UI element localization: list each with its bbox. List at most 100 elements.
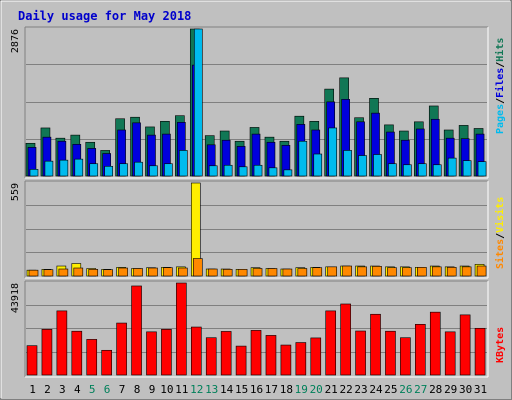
pages-bar-day-31 — [477, 161, 487, 177]
chart-title: Daily usage for May 2018 — [18, 9, 191, 23]
x-label-day-8: 8 — [134, 383, 141, 396]
pages-bar-day-24 — [373, 154, 382, 177]
x-label-day-22: 22 — [339, 383, 352, 396]
x-label-day-3: 3 — [59, 383, 66, 396]
kbytes-bar-day-16 — [250, 330, 262, 376]
pages-bar-day-29 — [447, 157, 457, 177]
sites-bar-day-19 — [297, 268, 308, 277]
kbytes-bar-day-7 — [116, 322, 127, 376]
x-label-day-12: 12 — [190, 383, 203, 396]
sites-bar-day-20 — [312, 267, 323, 277]
legend-separator: / — [495, 62, 506, 68]
pages-bar-day-30 — [462, 160, 472, 177]
pages-bar-day-19 — [298, 140, 308, 177]
kbytes-bar-day-15 — [235, 345, 247, 376]
legend-hits-files-pages: Pages/Files/Hits — [494, 38, 506, 134]
pages-bar-day-13 — [208, 165, 218, 177]
pages-bar-day-8 — [134, 161, 143, 177]
kbytes-bar-day-1 — [26, 345, 38, 376]
kbytes-bar-day-29 — [444, 331, 456, 376]
x-label-day-25: 25 — [384, 383, 397, 396]
pages-bar-day-6 — [104, 165, 113, 177]
kbytes-bar-day-27 — [415, 324, 426, 376]
sites-bar-day-26 — [402, 267, 412, 277]
pages-bar-day-7 — [119, 163, 128, 177]
x-label-day-28: 28 — [429, 383, 442, 396]
kbytes-bar-day-18 — [280, 344, 292, 376]
sites-bar-day-23 — [357, 266, 367, 277]
sites-bar-day-24 — [372, 266, 382, 277]
x-label-day-4: 4 — [74, 383, 81, 396]
sites-bar-day-14 — [222, 269, 233, 277]
x-label-day-23: 23 — [354, 383, 367, 396]
x-label-day-10: 10 — [160, 383, 173, 396]
kbytes-bar-day-12 — [190, 326, 202, 376]
kbytes-bar-day-31 — [474, 327, 486, 376]
x-label-day-27: 27 — [414, 383, 427, 396]
sites-bar-day-27 — [417, 267, 427, 277]
sites-bar-day-5 — [88, 269, 99, 277]
sites-bar-day-17 — [267, 268, 278, 277]
kbytes-bar-day-17 — [265, 335, 277, 376]
x-label-day-16: 16 — [250, 383, 263, 396]
sites-bar-day-29 — [446, 267, 457, 277]
y-max-label: 2876 — [10, 29, 21, 53]
x-label-day-5: 5 — [89, 383, 96, 396]
kbytes-bar-day-25 — [385, 330, 396, 376]
pages-bar-day-16 — [253, 164, 263, 177]
kbytes-bar-day-11 — [176, 282, 187, 376]
x-label-day-13: 13 — [205, 383, 218, 396]
kbytes-bar-day-4 — [71, 330, 83, 376]
sites-bar-day-28 — [431, 266, 442, 277]
pages-bar-day-9 — [149, 165, 158, 177]
legend-visits-sites: Sites/Visits — [494, 197, 506, 269]
pages-bar-day-4 — [74, 158, 84, 177]
kbytes-bar-day-13 — [205, 337, 217, 376]
pages-bar-day-3 — [59, 159, 69, 177]
panel-visits-sites: 559 Sites/Visits — [10, 180, 506, 279]
sites-bar-day-22 — [342, 265, 352, 277]
y-max-label: 43918 — [10, 283, 21, 313]
kbytes-bar-day-23 — [355, 330, 366, 376]
legend-item-kbytes: KBytes — [495, 327, 506, 363]
x-label-day-2: 2 — [44, 383, 51, 396]
legend-item-hits: Hits — [494, 38, 506, 62]
x-label-day-21: 21 — [325, 383, 338, 396]
sites-bar-day-16 — [252, 268, 263, 277]
legend-item-pages: Pages — [495, 104, 506, 134]
sites-bar-day-15 — [237, 269, 248, 277]
x-label-day-1: 1 — [29, 383, 36, 396]
sites-bar-day-2 — [43, 269, 54, 277]
kbytes-bar-day-6 — [101, 349, 112, 376]
y-max-label: 559 — [10, 183, 21, 201]
legend-separator: / — [495, 233, 506, 239]
x-label-day-14: 14 — [220, 383, 234, 396]
x-label-day-7: 7 — [119, 383, 126, 396]
sites-bar-day-31 — [476, 265, 487, 277]
x-label-day-20: 20 — [310, 383, 323, 396]
sites-bar-day-1 — [28, 269, 39, 277]
pages-bar-day-5 — [89, 163, 99, 177]
pages-bar-day-12 — [193, 28, 203, 177]
pages-bar-day-1 — [29, 169, 39, 177]
kbytes-bar-day-21 — [325, 310, 337, 376]
pages-bar-day-14 — [223, 164, 233, 177]
x-label-day-9: 9 — [149, 383, 156, 396]
sites-bar-day-18 — [282, 268, 293, 277]
kbytes-bar-day-10 — [161, 329, 172, 376]
pages-bar-day-25 — [388, 163, 397, 177]
kbytes-bar-day-19 — [295, 342, 307, 376]
kbytes-bar-day-24 — [370, 313, 381, 376]
kbytes-bar-day-5 — [86, 339, 98, 376]
pages-bar-day-22 — [343, 150, 352, 177]
sites-bar-day-9 — [148, 267, 158, 277]
legend-kbytes: KBytes — [495, 327, 506, 363]
x-label-day-6: 6 — [104, 383, 111, 396]
pages-bar-day-20 — [313, 153, 323, 177]
panel-kbytes: 43918 KBytes — [10, 280, 506, 378]
kbytes-bar-day-14 — [220, 331, 232, 376]
sites-bar-day-13 — [207, 268, 218, 277]
